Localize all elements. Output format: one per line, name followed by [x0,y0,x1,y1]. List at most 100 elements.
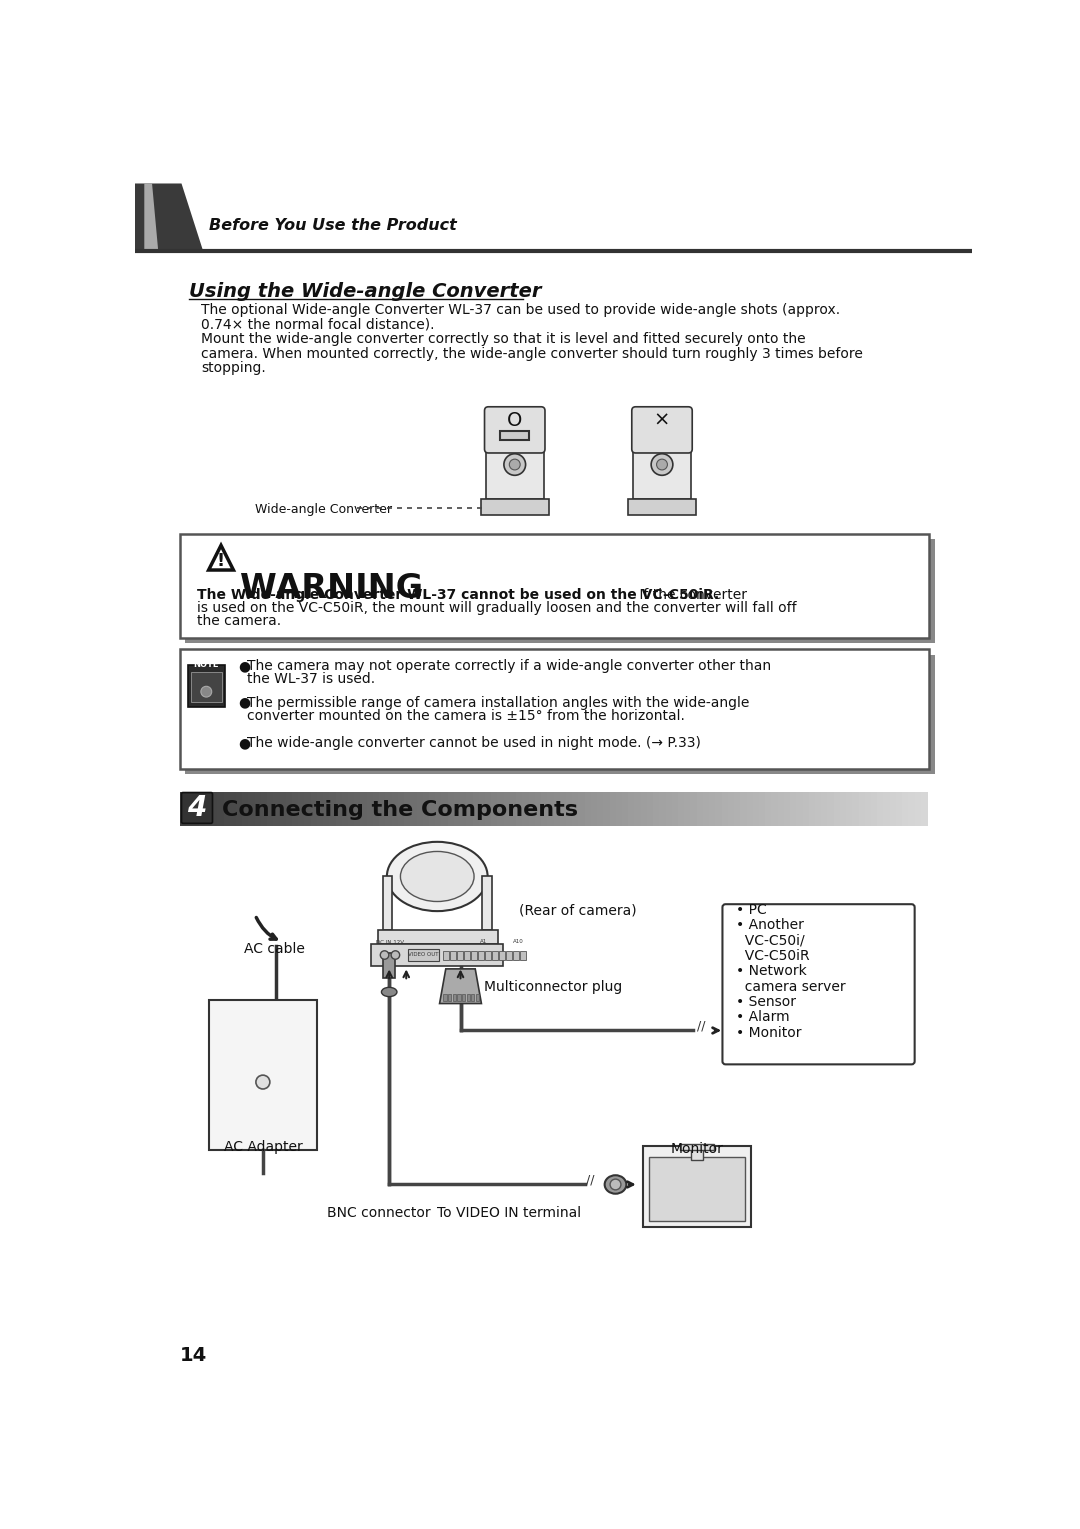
Text: NOTE: NOTE [193,659,219,668]
Bar [653,792,660,826]
Text: !: ! [217,552,225,570]
Bar [404,792,411,826]
Bar [870,792,878,826]
Text: Using the Wide-angle Converter: Using the Wide-angle Converter [189,281,542,301]
Bar [784,792,791,826]
Text: ●: ● [238,737,251,751]
Bar [765,792,772,826]
Text: the WL-37 is used.: the WL-37 is used. [247,673,376,687]
Bar [846,792,853,826]
Bar [261,792,268,826]
Bar [721,792,729,826]
Ellipse shape [380,951,389,959]
FancyBboxPatch shape [181,792,213,823]
FancyBboxPatch shape [464,951,470,960]
Bar [311,792,318,826]
Text: • Alarm: • Alarm [737,1011,791,1024]
Bar [448,792,455,826]
Bar [478,792,486,826]
Bar [199,792,205,826]
Text: • Sensor: • Sensor [737,995,796,1009]
Bar [373,792,380,826]
Bar [821,792,828,826]
Text: A1: A1 [481,939,487,945]
FancyBboxPatch shape [180,650,930,769]
Text: VC-C50iR: VC-C50iR [737,948,810,963]
Bar [541,792,548,826]
Bar [759,792,766,826]
FancyBboxPatch shape [649,1157,745,1220]
Bar [690,792,698,826]
Bar [417,792,423,826]
Bar [908,792,916,826]
Bar [896,792,903,826]
Bar [516,792,523,826]
FancyBboxPatch shape [383,876,392,930]
Text: VIDEO OUT: VIDEO OUT [408,951,438,957]
Bar [566,792,573,826]
Bar [336,792,342,826]
Bar [672,792,679,826]
Text: A10: A10 [513,939,524,945]
Bar [286,792,293,826]
Text: The Wide-angle Converter WL-37 cannot be used on the VC-C50iR.: The Wide-angle Converter WL-37 cannot be… [197,587,719,602]
Ellipse shape [610,1179,621,1190]
FancyBboxPatch shape [471,994,474,1001]
Text: 14: 14 [180,1346,207,1365]
Bar [921,792,928,826]
Text: camera server: camera server [737,980,846,994]
FancyBboxPatch shape [481,498,549,515]
Bar [703,792,710,826]
Bar [678,792,685,826]
Text: To VIDEO IN terminal: To VIDEO IN terminal [437,1206,581,1220]
Bar [473,792,480,826]
FancyBboxPatch shape [181,183,972,251]
Bar [659,792,666,826]
Bar [865,792,872,826]
Bar [367,792,374,826]
Bar [572,792,579,826]
Bar [298,792,306,826]
Bar [685,792,691,826]
Bar [647,792,653,826]
Bar [186,792,193,826]
Bar [834,792,840,826]
FancyBboxPatch shape [521,951,526,960]
Text: • Monitor: • Monitor [737,1026,801,1040]
Text: The wide-angle converter cannot be used in night mode. (→ P.33): The wide-angle converter cannot be used … [247,737,701,751]
Text: VC-C50i/: VC-C50i/ [737,933,805,948]
Bar [348,792,355,826]
FancyBboxPatch shape [482,876,491,930]
FancyBboxPatch shape [723,904,915,1064]
FancyBboxPatch shape [462,994,465,1001]
Bar [498,792,504,826]
Bar [230,792,237,826]
Ellipse shape [657,459,667,469]
FancyBboxPatch shape [643,1145,751,1226]
Bar [292,792,299,826]
Bar [548,792,554,826]
Ellipse shape [381,988,397,997]
Text: Multiconnector plug: Multiconnector plug [484,980,622,994]
Bar [579,792,585,826]
Bar [753,792,759,826]
Bar [273,792,281,826]
Bar [503,792,511,826]
FancyBboxPatch shape [632,407,692,453]
Text: If the converter: If the converter [635,587,747,602]
FancyBboxPatch shape [691,1145,703,1161]
Bar [597,792,604,826]
Ellipse shape [387,842,488,911]
Bar [248,792,256,826]
Bar [728,792,734,826]
FancyBboxPatch shape [485,951,490,960]
Bar [609,792,617,826]
Bar [640,792,648,826]
FancyBboxPatch shape [467,994,470,1001]
Bar [791,792,797,826]
Text: is used on the VC-C50iR, the mount will gradually loosen and the converter will : is used on the VC-C50iR, the mount will … [197,601,797,615]
Text: Before You Use the Product: Before You Use the Product [208,219,457,234]
Polygon shape [145,183,159,251]
Text: The optional Wide-angle Converter WL-37 can be used to provide wide-angle shots : The optional Wide-angle Converter WL-37 … [201,303,840,317]
FancyBboxPatch shape [513,951,518,960]
